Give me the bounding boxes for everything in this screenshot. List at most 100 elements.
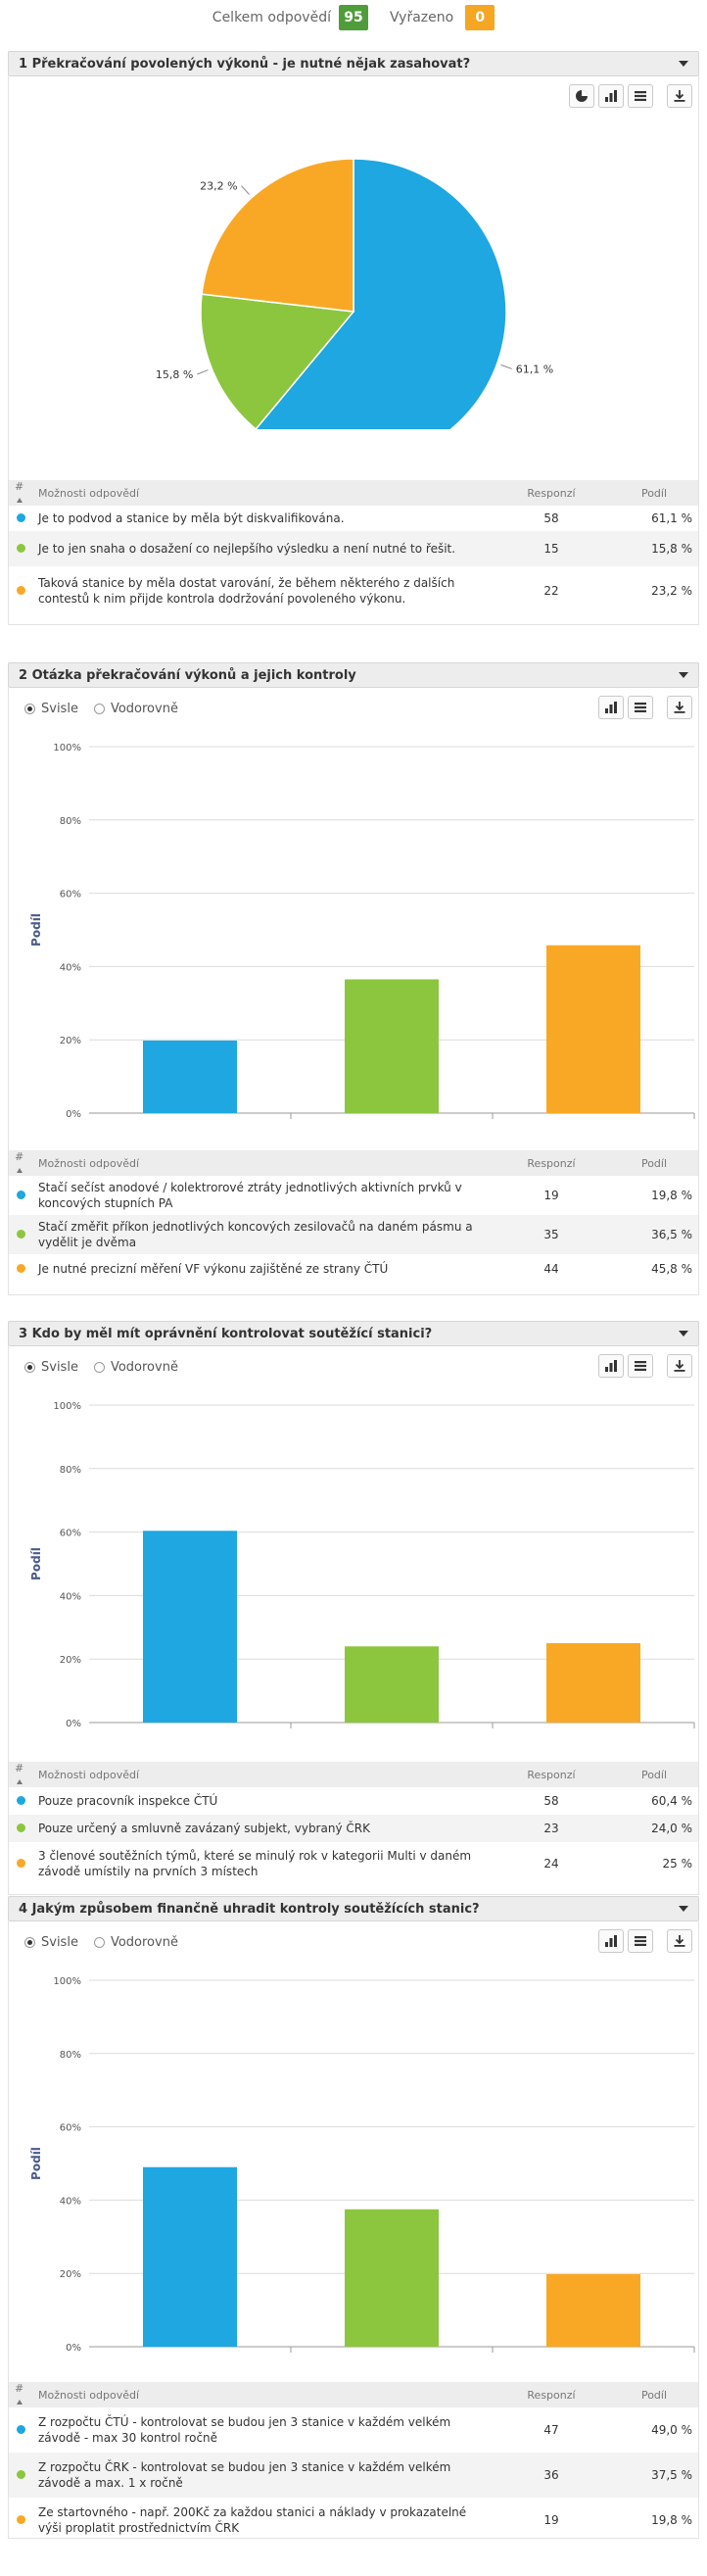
legend-dot-blue — [16, 2425, 25, 2434]
sort-arrow-icon — [17, 2399, 23, 2405]
radio-vertical[interactable] — [24, 1937, 35, 1948]
bar-chart-button[interactable] — [598, 84, 624, 108]
bar-chart: 0% 20% 40% 60% 80% 100% Podíl — [29, 1976, 695, 2354]
bar[interactable] — [345, 979, 439, 1113]
bar[interactable] — [546, 2273, 640, 2347]
table-view-button[interactable] — [628, 696, 653, 719]
chart-toolbar — [598, 1354, 692, 1378]
radio-horizontal-label: Vodorovně — [110, 1935, 178, 1950]
col-num-header[interactable]: # — [9, 2382, 32, 2407]
total-responses-badge: 95 — [338, 5, 368, 30]
bar[interactable] — [143, 1040, 237, 1113]
sort-arrow-icon — [17, 1778, 23, 1784]
bar-chart-icon — [605, 1935, 617, 1947]
pie-slice[interactable] — [255, 158, 507, 429]
table-row: Z rozpočtu ČRK - kontrolovat se budou je… — [9, 2453, 698, 2498]
legend-dot-green — [16, 1230, 25, 1239]
answer-responses: 19 — [543, 1189, 559, 1202]
download-button[interactable] — [667, 696, 692, 719]
answer-share: 24,0 % — [610, 1815, 698, 1842]
table-row: Z rozpočtu ČTÚ - kontrolovat se budou je… — [9, 2407, 698, 2453]
radio-horizontal[interactable] — [93, 1362, 105, 1373]
bar-chart: 0% 20% 40% 60% 80% 100% Podíl — [29, 743, 695, 1120]
bar[interactable] — [143, 2166, 237, 2347]
answer-responses: 58 — [543, 1794, 559, 1808]
col-num-header[interactable]: # — [9, 1150, 32, 1176]
y-tick-label: 60% — [60, 890, 81, 900]
excluded-badge: 0 — [465, 5, 495, 30]
answer-text: Ze startovného - např. 200Kč za každou s… — [38, 2505, 467, 2535]
chevron-down-icon[interactable] — [679, 61, 688, 67]
bar-chart-icon — [605, 1360, 617, 1372]
chart-toolbar — [598, 1929, 692, 1953]
col-num-header[interactable]: # — [9, 480, 32, 506]
col-num-header[interactable]: # — [9, 1762, 32, 1787]
download-icon — [674, 1360, 685, 1372]
table-row: 3 členové soutěžních týmů, které se minu… — [9, 1842, 698, 1885]
bar[interactable] — [546, 945, 640, 1113]
col-share-header: Podíl — [610, 2382, 698, 2407]
pie-chart-button[interactable] — [569, 84, 594, 108]
download-icon — [674, 702, 685, 713]
pie-data-label: 15,8 % — [156, 368, 193, 381]
bar-chart-button[interactable] — [598, 1929, 624, 1953]
table-view-button[interactable] — [628, 84, 653, 108]
question-2-body: Svisle Vodorovně 0% 20% 40% 60% 80% 100% Podíl… — [8, 688, 699, 1295]
y-tick-label: 40% — [60, 962, 81, 973]
download-button[interactable] — [667, 1354, 692, 1378]
legend-dot-green — [16, 2470, 25, 2479]
download-icon — [674, 90, 685, 102]
sort-arrow-icon — [17, 497, 23, 503]
download-button[interactable] — [667, 1929, 692, 1953]
question-3-title: 3 Kdo by měl mít oprávnění kontrolovat s… — [19, 1326, 433, 1341]
bar[interactable] — [345, 1646, 439, 1723]
table-row: Pouze určený a smluvně zavázaný subjekt,… — [9, 1815, 698, 1842]
chevron-down-icon[interactable] — [679, 1906, 688, 1912]
bar[interactable] — [546, 1643, 640, 1723]
answer-text: Stačí změřit příkon jednotlivých koncový… — [32, 1215, 493, 1254]
pie-data-label: 23,2 % — [200, 180, 237, 193]
bar-chart-button[interactable] — [598, 1354, 624, 1378]
chevron-down-icon[interactable] — [679, 1331, 688, 1337]
radio-vertical-label: Svisle — [41, 1360, 78, 1375]
y-tick-label: 0% — [66, 2343, 81, 2354]
answer-responses: 35 — [493, 1215, 610, 1254]
table-row: Je to podvod a stanice by měla být diskv… — [9, 506, 698, 531]
download-button[interactable] — [667, 84, 692, 108]
pie-slice[interactable] — [201, 158, 354, 313]
answer-share: 37,5 % — [610, 2453, 698, 2498]
y-tick-label: 40% — [60, 1591, 81, 1602]
pie-slice[interactable] — [200, 293, 355, 429]
legend-dot-orange — [16, 2515, 25, 2524]
bar-chart-button[interactable] — [598, 696, 624, 719]
answer-responses: 23 — [493, 1815, 610, 1842]
bar[interactable] — [345, 2209, 439, 2347]
bar-chart-icon — [605, 702, 617, 713]
bar-chart: 0% 20% 40% 60% 80% 100% Podíl — [29, 1401, 695, 1729]
table-row: Ze startovného - např. 200Kč za každou s… — [9, 2498, 698, 2543]
question-1-header[interactable]: 1 Překračování povolených výkonů - je nu… — [8, 51, 699, 76]
col-share-header: Podíl — [610, 1150, 698, 1176]
question-1-body: 61,1 % 15,8 % 23,2 % # Možnosti odpovědí R… — [8, 76, 699, 625]
bar[interactable] — [143, 1531, 237, 1723]
table-view-button[interactable] — [628, 1929, 653, 1953]
chevron-down-icon[interactable] — [679, 672, 688, 678]
radio-horizontal[interactable] — [93, 1937, 105, 1948]
legend-dot-blue — [16, 513, 25, 522]
question-4-header[interactable]: 4 Jakým způsobem finančně uhradit kontro… — [8, 1896, 699, 1921]
question-4-title: 4 Jakým způsobem finančně uhradit kontro… — [19, 1901, 480, 1917]
question-2-header[interactable]: 2 Otázka překračování výkonů a jejich ko… — [8, 662, 699, 688]
question-3-header[interactable]: 3 Kdo by měl mít oprávnění kontrolovat s… — [8, 1321, 699, 1346]
answer-responses: 36 — [493, 2453, 610, 2498]
bar-chart-icon — [605, 90, 617, 102]
answer-text: Z rozpočtu ČRK - kontrolovat se budou je… — [32, 2453, 493, 2498]
answer-responses: 24 — [543, 1857, 559, 1871]
y-tick-label: 40% — [60, 2196, 81, 2207]
col-options-header: Možnosti odpovědí — [32, 480, 493, 506]
radio-horizontal[interactable] — [93, 704, 105, 714]
table-view-button[interactable] — [628, 1354, 653, 1378]
question-1-section: 1 Překračování povolených výkonů - je nu… — [8, 51, 699, 625]
answer-text: Stačí sečíst anodové / kolektrorové ztrá… — [38, 1181, 462, 1210]
radio-vertical[interactable] — [24, 704, 35, 714]
radio-vertical[interactable] — [24, 1362, 35, 1373]
